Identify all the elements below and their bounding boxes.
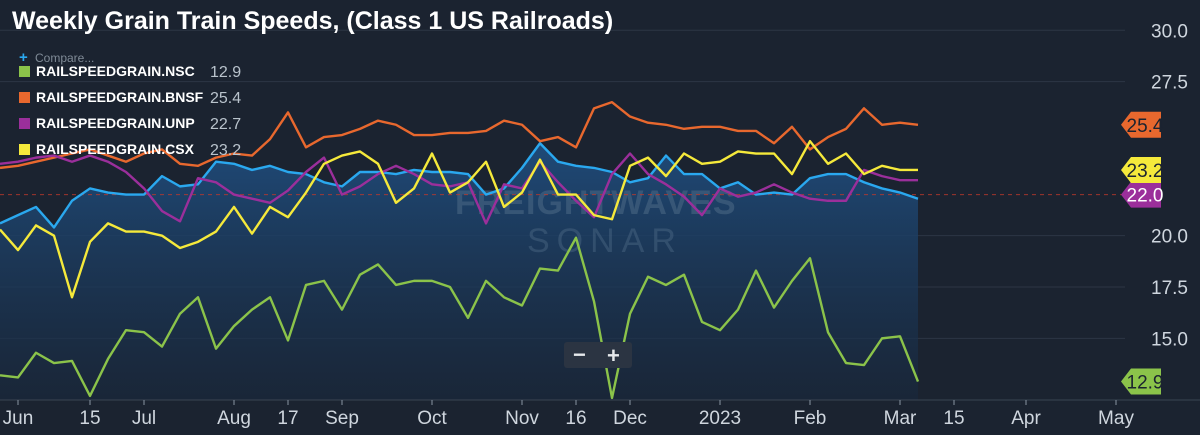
badge-value: 22.0: [1127, 186, 1164, 207]
badge-shape: [1121, 181, 1161, 208]
compare-plus-icon[interactable]: +: [19, 49, 28, 66]
y-axis: 15.0 17.5 20.0 27.5 30.0: [1151, 21, 1188, 350]
y-tick-label: 30.0: [1151, 21, 1188, 42]
y-tick-label: 15.0: [1151, 329, 1188, 350]
y-tick-label: 27.5: [1151, 73, 1188, 94]
x-tick-label: 15: [79, 408, 100, 429]
legend-item-railspeedgrain-nsc[interactable]: RAILSPEEDGRAIN.NSC 12.9: [19, 63, 241, 81]
legend-last-value: 23.2: [210, 142, 241, 159]
x-tick-label: 2023: [699, 408, 741, 429]
legend-series-name: RAILSPEEDGRAIN.BNSF: [36, 89, 204, 105]
legend-series-name: RAILSPEEDGRAIN.NSC: [36, 63, 195, 79]
blue-series-area-fill: [0, 143, 918, 401]
series-lines: [0, 100, 920, 400]
legend-series-name: RAILSPEEDGRAIN.UNP: [36, 115, 195, 131]
badge-shape: [1121, 368, 1161, 395]
badge-shape: [1121, 156, 1161, 183]
badge-value: 23.2: [1127, 161, 1164, 182]
legend-item-railspeedgrain-unp[interactable]: RAILSPEEDGRAIN.UNP 22.7: [19, 115, 241, 133]
legend-series-name: RAILSPEEDGRAIN.CSX: [36, 141, 195, 157]
zoom-controls-background: [564, 342, 632, 368]
zoom-in-button[interactable]: +: [607, 343, 620, 368]
x-tick-label: 16: [565, 408, 586, 429]
x-tick-label: Mar: [884, 408, 917, 429]
badge-value: 12.9: [1127, 373, 1164, 394]
x-tick-label: Jun: [3, 408, 34, 429]
legend: RAILSPEEDGRAIN.NSC 12.9 RAILSPEEDGRAIN.BNS…: [19, 63, 241, 159]
legend-item-railspeedgrain-csx[interactable]: RAILSPEEDGRAIN.CSX 23.2: [19, 141, 241, 159]
x-tick-label: Dec: [613, 408, 647, 429]
x-tick-label: Oct: [417, 408, 447, 429]
badge-railspeedgrain-nsc: 12.9: [1121, 368, 1164, 395]
zoom-out-button[interactable]: −: [573, 342, 586, 367]
chart-title: Weekly Grain Train Speeds, (Class 1 US R…: [12, 7, 613, 35]
x-tick-label: 17: [277, 408, 298, 429]
x-tick-label: Feb: [794, 408, 827, 429]
legend-last-value: 22.7: [210, 116, 241, 133]
legend-last-value: 25.4: [210, 90, 241, 107]
x-tick-label: Jul: [132, 408, 156, 429]
series-line-railspeedgrain-unp: [0, 152, 918, 225]
legend-swatch: [19, 118, 30, 129]
legend-swatch: [19, 66, 30, 77]
compare-control[interactable]: + Compare...: [19, 49, 94, 66]
badge-railspeedgrain-bnsf: 25.4: [1121, 111, 1164, 138]
series-line-blue-composite: [0, 142, 919, 229]
badge-railspeedgrain-unp: 22.0: [1121, 181, 1164, 208]
watermark-line-2: SONAR: [527, 222, 683, 260]
badge-railspeedgrain-csx: 23.2: [1121, 156, 1164, 183]
series-line-railspeedgrain-nsc: [0, 236, 920, 400]
x-tick-label: Nov: [505, 408, 539, 429]
legend-swatch: [19, 92, 30, 103]
series-line-railspeedgrain-bnsf: [0, 100, 919, 170]
x-tick-label: 15: [943, 408, 964, 429]
badge-value: 25.4: [1127, 116, 1164, 137]
legend-swatch: [19, 144, 30, 155]
compare-label[interactable]: Compare...: [35, 51, 94, 65]
y-tick-label: 20.0: [1151, 227, 1188, 248]
legend-last-value: 12.9: [210, 64, 241, 81]
badge-shape: [1121, 111, 1161, 138]
x-axis: Jun 15 Jul Aug 17 Sep Oct Nov 16 Dec 2023 Feb Mar 15 A…: [0, 399, 1200, 429]
x-tick-label: Sep: [325, 408, 359, 429]
last-value-badges: 12.9 25.4 22.0 23.2: [1121, 111, 1164, 395]
x-tick-label: Aug: [217, 408, 251, 429]
series-line-railspeedgrain-csx: [0, 139, 918, 299]
zoom-controls: − +: [564, 342, 632, 368]
y-tick-label: 17.5: [1151, 278, 1188, 299]
legend-item-railspeedgrain-bnsf[interactable]: RAILSPEEDGRAIN.BNSF 25.4: [19, 89, 241, 107]
x-tick-label: May: [1098, 408, 1134, 429]
x-tick-label: Apr: [1011, 408, 1041, 429]
